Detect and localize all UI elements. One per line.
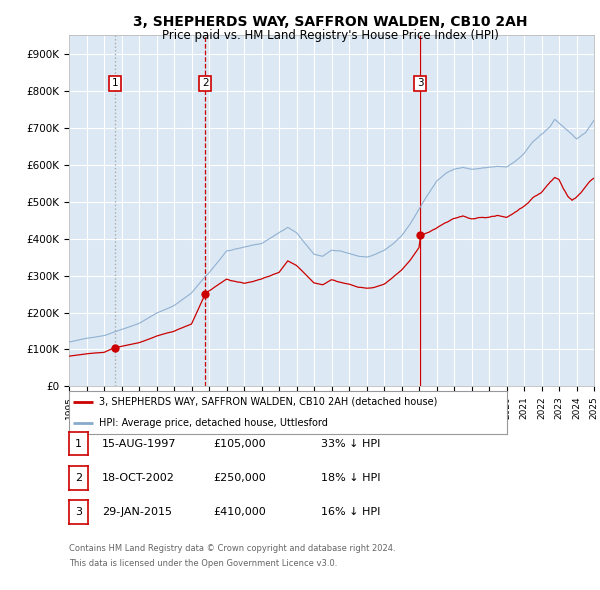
Text: Contains HM Land Registry data © Crown copyright and database right 2024.: Contains HM Land Registry data © Crown c… <box>69 545 395 553</box>
Text: £250,000: £250,000 <box>213 473 266 483</box>
Text: 3, SHEPHERDS WAY, SAFFRON WALDEN, CB10 2AH (detached house): 3, SHEPHERDS WAY, SAFFRON WALDEN, CB10 2… <box>99 397 437 407</box>
Text: 18-OCT-2002: 18-OCT-2002 <box>102 473 175 483</box>
Text: 2: 2 <box>75 473 82 483</box>
Text: Price paid vs. HM Land Registry's House Price Index (HPI): Price paid vs. HM Land Registry's House … <box>161 30 499 42</box>
Text: 3: 3 <box>417 78 424 88</box>
Text: 2: 2 <box>202 78 209 88</box>
Text: 16% ↓ HPI: 16% ↓ HPI <box>321 507 380 517</box>
Text: 3, SHEPHERDS WAY, SAFFRON WALDEN, CB10 2AH: 3, SHEPHERDS WAY, SAFFRON WALDEN, CB10 2… <box>133 15 527 29</box>
Text: 3: 3 <box>75 507 82 517</box>
Text: HPI: Average price, detached house, Uttlesford: HPI: Average price, detached house, Uttl… <box>99 418 328 428</box>
Text: £410,000: £410,000 <box>213 507 266 517</box>
Text: 29-JAN-2015: 29-JAN-2015 <box>102 507 172 517</box>
Text: This data is licensed under the Open Government Licence v3.0.: This data is licensed under the Open Gov… <box>69 559 337 568</box>
Text: 33% ↓ HPI: 33% ↓ HPI <box>321 439 380 448</box>
Text: 1: 1 <box>112 78 118 88</box>
Text: 18% ↓ HPI: 18% ↓ HPI <box>321 473 380 483</box>
Text: £105,000: £105,000 <box>213 439 266 448</box>
Text: 1: 1 <box>75 439 82 448</box>
Text: 15-AUG-1997: 15-AUG-1997 <box>102 439 176 448</box>
